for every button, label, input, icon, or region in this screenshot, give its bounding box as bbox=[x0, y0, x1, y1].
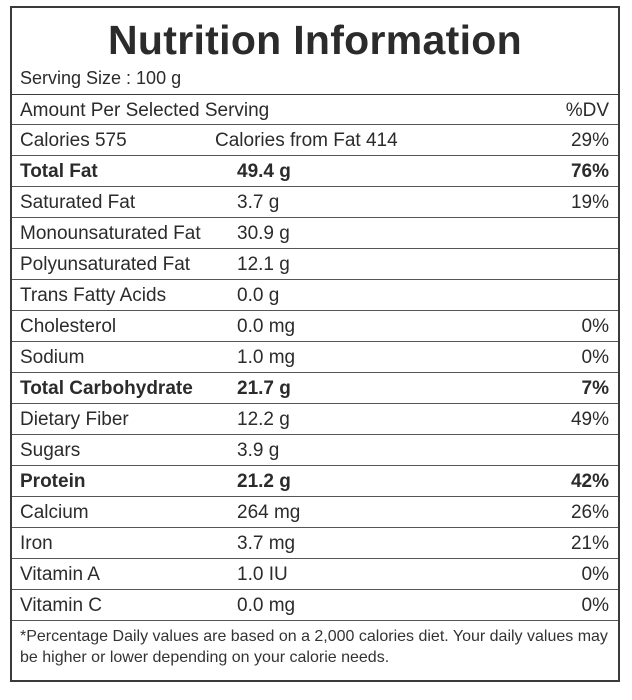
dv-header: %DV bbox=[565, 100, 609, 121]
nutrient-name: Vitamin C bbox=[20, 595, 103, 616]
nutrient-dv: 7% bbox=[581, 378, 609, 399]
nutrient-row: Trans Fatty Acids 0.0 g bbox=[12, 280, 618, 311]
nutrient-dv: 19% bbox=[570, 192, 609, 213]
nutrient-dv: 42% bbox=[570, 471, 609, 492]
nutrient-amount: 3.7 g bbox=[237, 192, 280, 213]
nutrient-row: Total Carbohydrate 21.7 g 7% bbox=[12, 373, 618, 404]
nutrient-row: Vitamin A 1.0 IU 0% bbox=[12, 559, 618, 590]
serving-size: Serving Size : 100 g bbox=[20, 68, 182, 88]
nutrition-label: Nutrition Information Serving Size : 100… bbox=[10, 6, 620, 682]
calories-dv: 29% bbox=[570, 130, 609, 151]
nutrient-name: Total Carbohydrate bbox=[20, 378, 193, 399]
nutrient-amount: 3.7 mg bbox=[237, 533, 296, 554]
nutrient-amount: 0.0 mg bbox=[237, 316, 296, 337]
table-header-row: Amount Per Selected Serving %DV bbox=[12, 94, 618, 125]
nutrient-name: Total Fat bbox=[20, 161, 98, 182]
nutrient-list: Total Fat 49.4 g 76% Saturated Fat 3.7 g 19% M… bbox=[12, 156, 618, 621]
nutrient-dv: 0% bbox=[581, 564, 609, 585]
nutrient-name: Protein bbox=[20, 471, 86, 492]
nutrient-name: Vitamin A bbox=[20, 564, 100, 585]
amount-per-serving-label: Amount Per Selected Serving bbox=[20, 100, 270, 121]
nutrient-amount: 21.7 g bbox=[237, 378, 291, 399]
nutrient-amount: 1.0 IU bbox=[237, 564, 288, 585]
calories-from-fat: Calories from Fat 414 bbox=[215, 130, 398, 151]
nutrient-row: Saturated Fat 3.7 g 19% bbox=[12, 187, 618, 218]
nutrient-name: Sugars bbox=[20, 440, 81, 461]
nutrient-row: Total Fat 49.4 g 76% bbox=[12, 156, 618, 187]
nutrient-name: Dietary Fiber bbox=[20, 409, 129, 430]
nutrient-row: Dietary Fiber 12.2 g 49% bbox=[12, 404, 618, 435]
nutrient-dv: 76% bbox=[570, 161, 609, 182]
nutrient-amount: 3.9 g bbox=[237, 440, 280, 461]
calories-value: Calories 575 bbox=[20, 130, 127, 151]
nutrient-amount: 49.4 g bbox=[237, 161, 291, 182]
nutrient-dv: 21% bbox=[570, 533, 609, 554]
nutrient-name: Polyunsaturated Fat bbox=[20, 254, 191, 275]
nutrient-dv: 26% bbox=[570, 502, 609, 523]
nutrient-name: Sodium bbox=[20, 347, 85, 368]
nutrient-row: Cholesterol 0.0 mg 0% bbox=[12, 311, 618, 342]
nutrient-name: Monounsaturated Fat bbox=[20, 223, 201, 244]
nutrient-name: Trans Fatty Acids bbox=[20, 285, 167, 306]
nutrient-row: Sugars 3.9 g bbox=[12, 435, 618, 466]
calories-row: Calories 575 Calories from Fat 414 29% bbox=[12, 125, 618, 156]
nutrient-name: Cholesterol bbox=[20, 316, 117, 337]
nutrient-row: Iron 3.7 mg 21% bbox=[12, 528, 618, 559]
nutrient-amount: 21.2 g bbox=[237, 471, 291, 492]
nutrient-name: Saturated Fat bbox=[20, 192, 136, 213]
nutrient-amount: 0.0 g bbox=[237, 285, 280, 306]
nutrient-amount: 12.2 g bbox=[237, 409, 290, 430]
nutrient-row: Polyunsaturated Fat 12.1 g bbox=[12, 249, 618, 280]
nutrient-name: Calcium bbox=[20, 502, 89, 523]
nutrient-dv: 0% bbox=[581, 316, 609, 337]
nutrient-amount: 264 mg bbox=[237, 502, 301, 523]
nutrient-row: Protein 21.2 g 42% bbox=[12, 466, 618, 497]
nutrient-row: Vitamin C 0.0 mg 0% bbox=[12, 590, 618, 621]
label-title: Nutrition Information bbox=[108, 17, 522, 63]
nutrient-dv: 0% bbox=[581, 347, 609, 368]
nutrient-dv: 49% bbox=[570, 409, 609, 430]
nutrient-amount: 1.0 mg bbox=[237, 347, 296, 368]
nutrient-row: Calcium 264 mg 26% bbox=[12, 497, 618, 528]
nutrient-row: Sodium 1.0 mg 0% bbox=[12, 342, 618, 373]
nutrient-name: Iron bbox=[20, 533, 53, 554]
nutrient-amount: 0.0 mg bbox=[237, 595, 296, 616]
nutrient-row: Monounsaturated Fat 30.9 g bbox=[12, 218, 618, 249]
nutrient-amount: 30.9 g bbox=[237, 223, 290, 244]
nutrient-amount: 12.1 g bbox=[237, 254, 290, 275]
nutrient-dv: 0% bbox=[581, 595, 609, 616]
footnote: *Percentage Daily values are based on a … bbox=[20, 628, 608, 666]
